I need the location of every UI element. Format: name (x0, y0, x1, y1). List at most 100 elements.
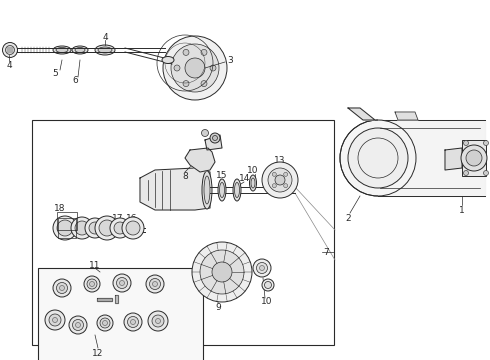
Circle shape (124, 313, 142, 331)
Circle shape (87, 279, 97, 289)
Circle shape (152, 282, 157, 287)
Ellipse shape (75, 48, 85, 53)
Ellipse shape (251, 178, 255, 188)
Ellipse shape (204, 176, 210, 204)
Ellipse shape (72, 46, 88, 54)
Circle shape (262, 162, 298, 198)
Circle shape (348, 128, 408, 188)
Text: 16: 16 (126, 213, 138, 222)
Circle shape (85, 218, 105, 238)
Circle shape (200, 250, 244, 294)
Circle shape (212, 262, 232, 282)
Circle shape (69, 316, 87, 334)
Polygon shape (445, 148, 462, 170)
Text: 6: 6 (72, 76, 78, 85)
Circle shape (210, 65, 216, 71)
Circle shape (272, 184, 276, 188)
Text: 15: 15 (216, 171, 228, 180)
Circle shape (120, 280, 124, 285)
Text: 10: 10 (247, 166, 259, 175)
Circle shape (253, 259, 271, 277)
Circle shape (213, 135, 218, 140)
Circle shape (75, 221, 89, 235)
Circle shape (210, 133, 220, 143)
Circle shape (75, 323, 80, 328)
Circle shape (201, 130, 209, 136)
Circle shape (126, 221, 140, 235)
Polygon shape (348, 108, 375, 120)
Circle shape (53, 279, 71, 297)
Bar (58, 218, 76, 238)
Circle shape (99, 220, 115, 236)
Circle shape (73, 320, 83, 330)
Bar (57, 212, 77, 230)
Circle shape (464, 171, 468, 176)
Circle shape (59, 285, 65, 291)
Circle shape (114, 222, 126, 234)
Circle shape (146, 275, 164, 293)
Circle shape (49, 314, 61, 326)
Circle shape (155, 319, 161, 324)
Ellipse shape (220, 183, 224, 198)
Ellipse shape (235, 183, 240, 198)
Circle shape (201, 81, 207, 87)
Text: 4: 4 (102, 32, 108, 41)
Circle shape (171, 44, 219, 92)
Circle shape (97, 315, 113, 331)
Ellipse shape (162, 57, 174, 63)
Circle shape (260, 266, 265, 270)
Polygon shape (140, 168, 210, 210)
Circle shape (2, 42, 18, 58)
Ellipse shape (95, 45, 115, 55)
Ellipse shape (249, 175, 256, 191)
Circle shape (262, 279, 274, 291)
Circle shape (100, 318, 110, 328)
Circle shape (461, 145, 487, 171)
Circle shape (484, 171, 489, 176)
Circle shape (464, 140, 468, 145)
Circle shape (71, 217, 93, 239)
Text: 2: 2 (345, 213, 351, 222)
Circle shape (113, 274, 131, 292)
Circle shape (45, 310, 65, 330)
Polygon shape (395, 112, 418, 120)
Circle shape (148, 311, 168, 331)
Text: 7: 7 (323, 248, 329, 257)
Text: 10: 10 (261, 297, 273, 306)
Bar (32, 120, 334, 345)
Circle shape (53, 216, 77, 240)
Polygon shape (185, 148, 215, 172)
Text: 17: 17 (112, 213, 124, 222)
Circle shape (122, 217, 144, 239)
Polygon shape (205, 135, 222, 150)
Circle shape (183, 81, 189, 87)
Circle shape (102, 320, 107, 325)
Circle shape (5, 45, 15, 54)
Circle shape (275, 175, 285, 185)
Ellipse shape (56, 48, 68, 53)
Circle shape (272, 172, 276, 176)
Circle shape (256, 262, 268, 274)
Ellipse shape (233, 179, 241, 201)
Text: 18: 18 (54, 203, 66, 212)
Text: 4: 4 (6, 60, 12, 69)
Text: 11: 11 (89, 261, 101, 270)
Circle shape (84, 276, 100, 292)
Text: 5: 5 (52, 68, 58, 77)
Circle shape (185, 58, 205, 78)
Circle shape (284, 184, 288, 188)
Text: 3: 3 (227, 55, 233, 64)
Circle shape (163, 36, 227, 100)
Circle shape (57, 220, 73, 236)
Circle shape (127, 316, 139, 328)
Circle shape (89, 222, 101, 234)
Polygon shape (97, 298, 112, 301)
Bar (38, 268, 203, 360)
Circle shape (130, 320, 136, 324)
Ellipse shape (53, 46, 71, 54)
Circle shape (284, 172, 288, 176)
Ellipse shape (98, 47, 112, 53)
Circle shape (152, 315, 164, 327)
Circle shape (192, 242, 252, 302)
Text: 12: 12 (92, 348, 104, 357)
